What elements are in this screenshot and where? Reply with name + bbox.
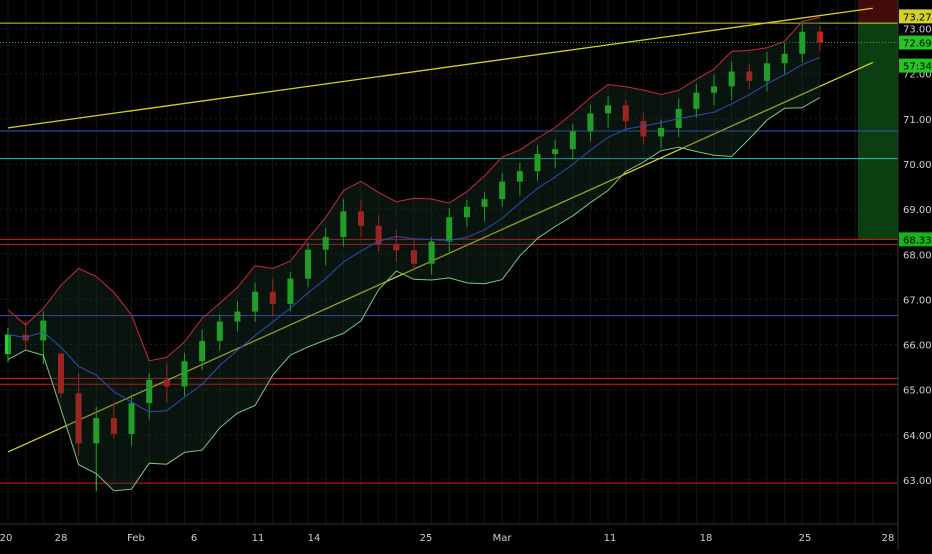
y-tick-label: 73.00 [903,25,932,36]
price-badge-last-price-bg [899,35,932,50]
upper-band [7,16,821,362]
candle-body[interactable] [622,105,629,122]
y-tick-label: 69.00 [903,205,932,216]
candle-body[interactable] [128,403,135,434]
y-tick-label: 71.00 [903,115,932,126]
candle-body[interactable] [163,379,170,387]
candle-body[interactable] [552,149,559,155]
candle-body[interactable] [393,244,400,251]
candle-body[interactable] [763,63,770,81]
price-badge-support: 68.33 [903,235,932,246]
candle-body[interactable] [93,418,100,444]
candle-body[interactable] [305,249,312,279]
candle-body[interactable] [569,131,576,150]
band-fill [8,17,820,491]
candle-body[interactable] [340,211,347,238]
x-tick-label: 28 [882,533,895,544]
candle-body[interactable] [428,241,435,264]
middle-band [7,56,821,413]
stop-zone-box [858,0,898,24]
candle-body[interactable] [481,199,488,207]
candle-body[interactable] [40,320,47,341]
candle-body[interactable] [728,71,735,87]
candle-body[interactable] [799,31,806,54]
y-tick-label: 63.00 [903,476,932,487]
x-tick-label: 11 [604,533,617,544]
x-tick-label: 28 [55,533,68,544]
candle-body[interactable] [75,393,82,444]
price-badge-top-level-bg [899,9,932,24]
candle-body[interactable] [110,418,117,434]
candle-body[interactable] [446,217,453,242]
candle-body[interactable] [181,361,188,387]
x-tick-label: 25 [799,533,812,544]
candle-body[interactable] [463,206,470,218]
candle-body[interactable] [499,181,506,200]
y-tick-label: 64.00 [903,431,932,442]
y-tick-label: 70.00 [903,160,932,171]
candle-body[interactable] [216,321,223,341]
y-tick-label: 66.00 [903,341,932,352]
candle-body[interactable] [375,225,382,245]
candle-body[interactable] [658,127,665,137]
x-tick-label: 14 [308,533,321,544]
candle-body[interactable] [605,105,612,114]
candle-body[interactable] [269,291,276,304]
candle-body[interactable] [199,340,206,362]
candle-body[interactable] [358,211,364,226]
x-tick-label: 11 [252,533,265,544]
y-tick-label: 65.00 [903,386,932,397]
y-tick-label: 72.00 [903,70,932,81]
candle-body[interactable] [693,92,700,109]
x-tick-label: 18 [700,533,713,544]
candle-body[interactable] [252,291,259,312]
y-tick-label: 67.00 [903,295,932,306]
candle-body[interactable] [146,379,153,404]
candle-body[interactable] [234,311,241,322]
candle-body[interactable] [5,334,11,355]
candle-body[interactable] [287,278,294,304]
price-badge-countdown-bg [899,58,932,73]
candle-body[interactable] [746,71,753,81]
upper-channel-trendline[interactable] [7,7,873,129]
price-badge-top-level: 73.27 [903,12,932,23]
price-badge-countdown: 57:34 [903,62,932,73]
candle-body[interactable] [322,237,329,250]
candle-body[interactable] [516,171,523,182]
candle-body[interactable] [410,250,417,264]
x-tick-label: Mar [493,533,513,544]
price-badge-support-bg [899,232,932,247]
candle-body[interactable] [587,113,594,132]
candle-body[interactable] [816,31,823,43]
candle-body[interactable] [781,53,788,64]
x-tick-label: 25 [420,533,433,544]
y-tick-label: 68.00 [903,250,932,261]
candle-body[interactable] [534,154,541,172]
candle-body[interactable] [640,121,647,137]
price-badge-last-price: 72.69 [903,39,932,50]
candle-body[interactable] [57,353,64,394]
candle-body[interactable] [711,86,717,93]
x-tick-label: Feb [127,533,145,544]
x-tick-label: 6 [191,533,197,544]
x-tick-label: 20 [0,533,12,544]
lower-band [7,97,821,492]
